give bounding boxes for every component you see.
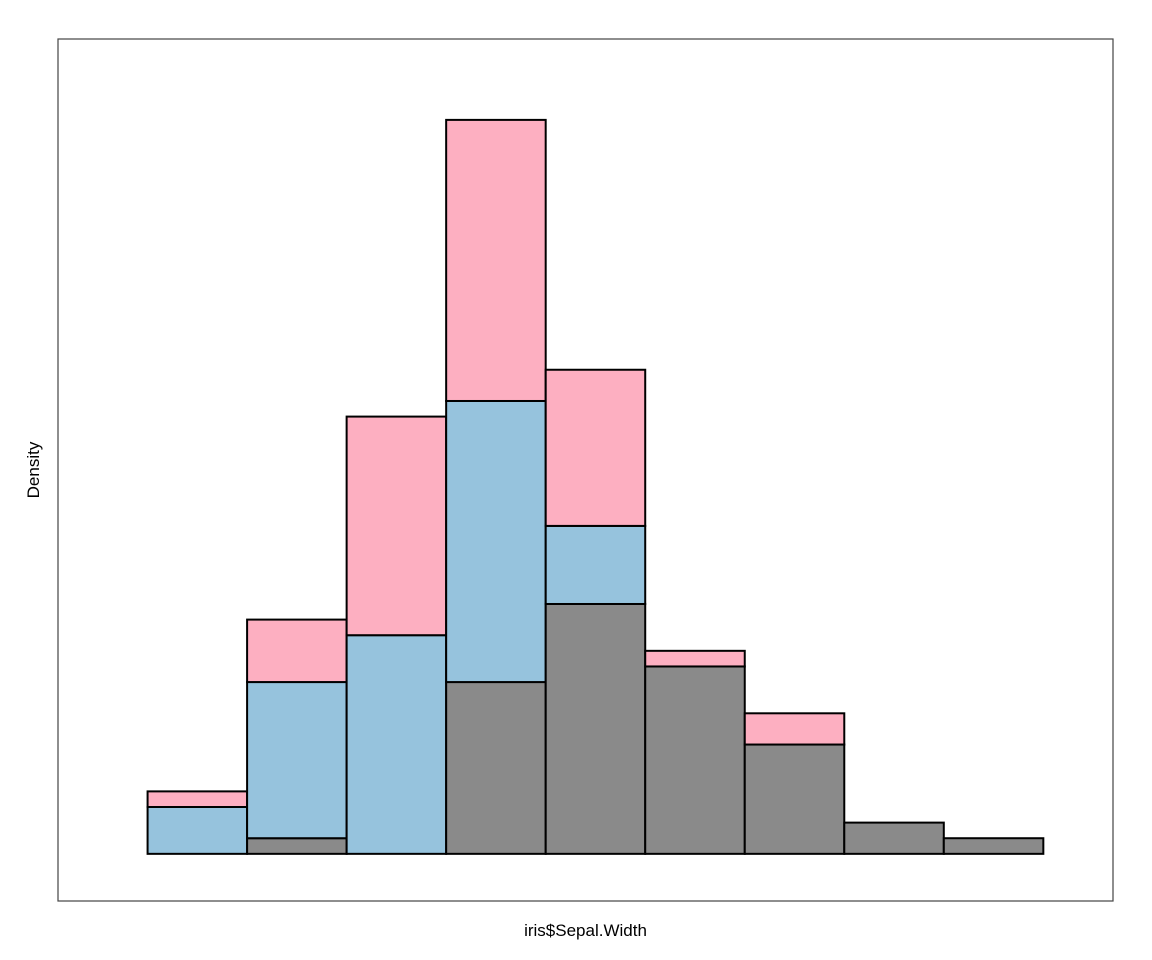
bar-bin-3-segment-3	[345, 415, 448, 637]
bar-bin-3-segment-2	[345, 634, 448, 855]
bar-bin-2-segment-2	[246, 681, 348, 840]
bar-bin-4-segment-3	[445, 118, 547, 402]
bar-bin-5-segment-3	[544, 368, 647, 527]
bar-bin-2-segment-1	[246, 837, 348, 855]
bar-bin-4-segment-2	[445, 399, 547, 684]
bar-bin-7-segment-1	[743, 743, 846, 855]
bar-bin-4-segment-1	[445, 681, 547, 855]
y-axis-title: Density	[24, 441, 43, 498]
bar-bin-6-segment-1	[644, 665, 746, 855]
bar-bin-5-segment-1	[544, 602, 647, 855]
bar-bin-6-segment-3	[644, 649, 746, 668]
bar-bin-1-segment-2	[146, 805, 249, 855]
x-axis-title: iris$Sepal.Width	[524, 921, 647, 940]
bar-bin-8-segment-1	[843, 821, 945, 855]
bar-bin-2-segment-3	[246, 618, 348, 684]
bar-bin-9-segment-1	[942, 837, 1045, 855]
bar-bin-1-segment-3	[146, 790, 249, 809]
plot-frame	[57, 38, 1114, 902]
bar-bin-7-segment-3	[743, 712, 846, 746]
bars-group	[146, 118, 1045, 855]
bar-bin-5-segment-2	[544, 524, 647, 605]
